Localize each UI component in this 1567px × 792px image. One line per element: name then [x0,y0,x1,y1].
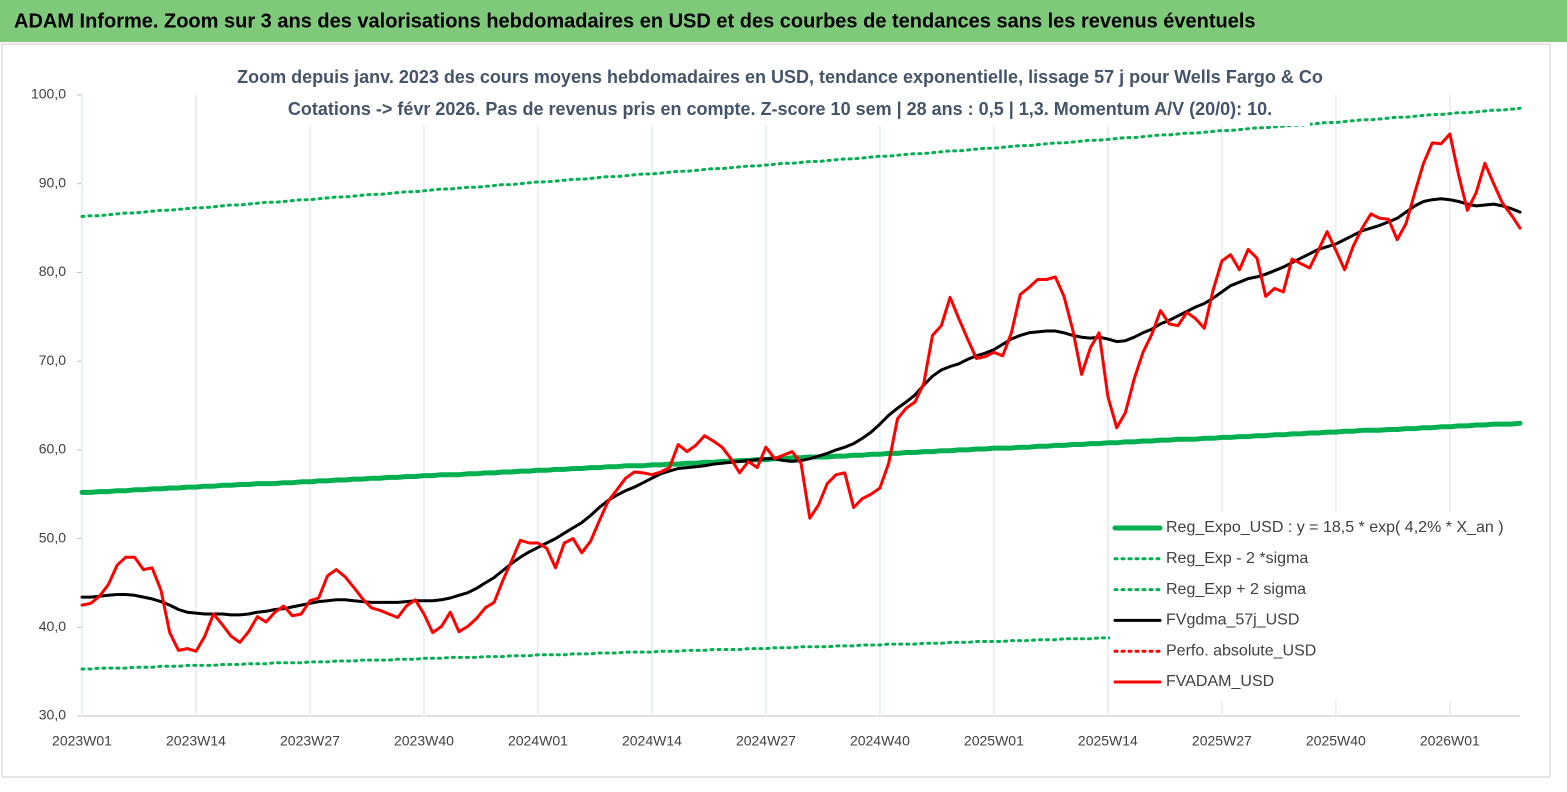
chart-border [1,43,1551,778]
legend: Reg_Expo_USD : y = 18,5 * exp( 4,2% * X_… [1110,512,1530,701]
x-tick-label: 2025W27 [1192,733,1252,749]
y-tick-label: 30,0 [39,707,66,723]
legend-label: FVADAM_USD [1166,673,1274,690]
series-line [80,132,1522,653]
x-tick-label: 2024W14 [622,733,682,749]
x-tick-label: 2023W40 [394,733,454,749]
x-tick-label: 2023W14 [166,733,226,749]
legend-label: FVgdma_57j_USD [1166,612,1299,629]
x-tick-label: 2025W14 [1078,733,1138,749]
y-tick-label: 70,0 [39,352,66,368]
x-tick-label: 2025W01 [964,733,1024,749]
x-tick-label: 2025W40 [1306,733,1366,749]
x-tick-label: 2023W27 [280,733,340,749]
y-tick-label: 80,0 [39,263,66,279]
x-tick-label: 2024W40 [850,733,910,749]
legend-label: Perfo. absolute_USD [1166,642,1316,659]
chart-title: ADAM Informe. Zoom sur 3 ans des valoris… [14,10,1256,32]
y-tick-label: 90,0 [39,174,66,190]
header-bar [0,0,1567,42]
legend-box [1110,512,1530,701]
y-tick-label: 40,0 [39,618,66,634]
y-tick-label: 100,0 [31,86,66,102]
legend-label: Reg_Exp + 2 sigma [1166,581,1306,598]
subtitle-box [250,62,1310,126]
subtitle: Cotations -> févr 2026. Pas de revenus p… [288,99,1272,119]
legend-label: Reg_Expo_USD : y = 18,5 * exp( 4,2% * X_… [1166,519,1504,536]
x-tick-label: 2026W01 [1420,733,1480,749]
series-line [80,197,1522,617]
x-tick-label: 2024W01 [508,733,568,749]
subtitle: Zoom depuis janv. 2023 des cours moyens … [237,67,1323,87]
y-tick-label: 50,0 [39,529,66,545]
y-tick-label: 60,0 [39,441,66,457]
series-line [79,420,1523,495]
x-tick-label: 2024W27 [736,733,796,749]
series-line [80,106,1522,218]
plot: 30,0 40,0 50,0 60,0 70,0 80,0 90,0 100,0 2023W01… [31,86,1523,749]
x-tick-label: 2023W01 [52,733,112,749]
legend-label: Reg_Exp - 2 *sigma [1166,550,1308,567]
